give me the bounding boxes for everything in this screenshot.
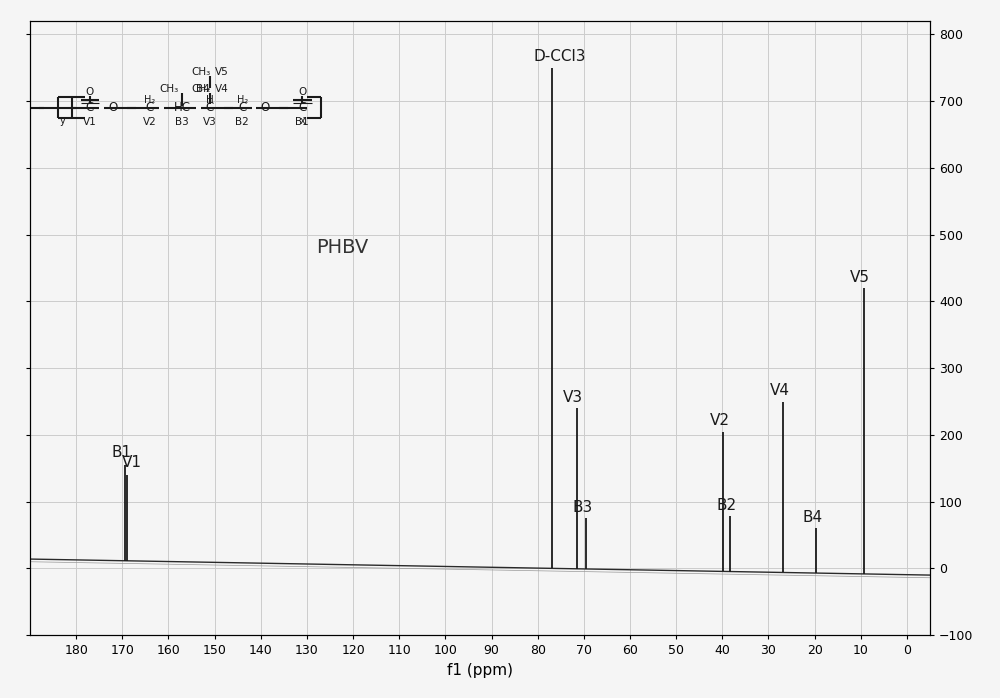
Text: D-CCl3: D-CCl3 bbox=[533, 50, 586, 64]
Text: B3: B3 bbox=[175, 117, 189, 128]
Text: B2: B2 bbox=[716, 498, 736, 513]
Text: V4: V4 bbox=[215, 84, 228, 94]
Text: V2: V2 bbox=[143, 117, 157, 128]
Text: C: C bbox=[206, 101, 214, 114]
Text: B1: B1 bbox=[111, 445, 132, 459]
Text: O: O bbox=[86, 87, 94, 97]
Text: x: x bbox=[299, 116, 305, 126]
Text: O: O bbox=[108, 101, 118, 114]
Text: C: C bbox=[298, 101, 306, 114]
Text: V1: V1 bbox=[83, 117, 97, 128]
Text: B3: B3 bbox=[572, 500, 593, 515]
Text: y: y bbox=[59, 116, 65, 126]
Text: O: O bbox=[261, 101, 270, 114]
Text: V4: V4 bbox=[769, 383, 789, 398]
Text: B1: B1 bbox=[295, 117, 309, 128]
Text: PHBV: PHBV bbox=[316, 239, 368, 258]
Text: H₂: H₂ bbox=[237, 95, 248, 105]
Text: C: C bbox=[86, 101, 94, 114]
Text: CH₃: CH₃ bbox=[159, 84, 178, 94]
Text: V3: V3 bbox=[203, 117, 217, 128]
Text: C: C bbox=[238, 101, 246, 114]
Text: V5: V5 bbox=[215, 67, 228, 77]
Text: V5: V5 bbox=[850, 269, 870, 285]
Text: CH₂: CH₂ bbox=[192, 84, 211, 94]
Text: B4: B4 bbox=[803, 510, 823, 525]
Text: O: O bbox=[298, 87, 306, 97]
Text: CH₃: CH₃ bbox=[192, 67, 211, 77]
Text: HC: HC bbox=[174, 101, 191, 114]
Text: B2: B2 bbox=[235, 117, 249, 128]
Text: H: H bbox=[206, 95, 214, 105]
X-axis label: f1 (ppm): f1 (ppm) bbox=[447, 663, 513, 678]
Text: H₂: H₂ bbox=[144, 95, 156, 105]
Text: V2: V2 bbox=[709, 413, 729, 428]
Text: V3: V3 bbox=[563, 390, 583, 405]
Text: B4: B4 bbox=[196, 84, 210, 94]
Text: C: C bbox=[146, 101, 154, 114]
Text: V1: V1 bbox=[122, 454, 142, 470]
